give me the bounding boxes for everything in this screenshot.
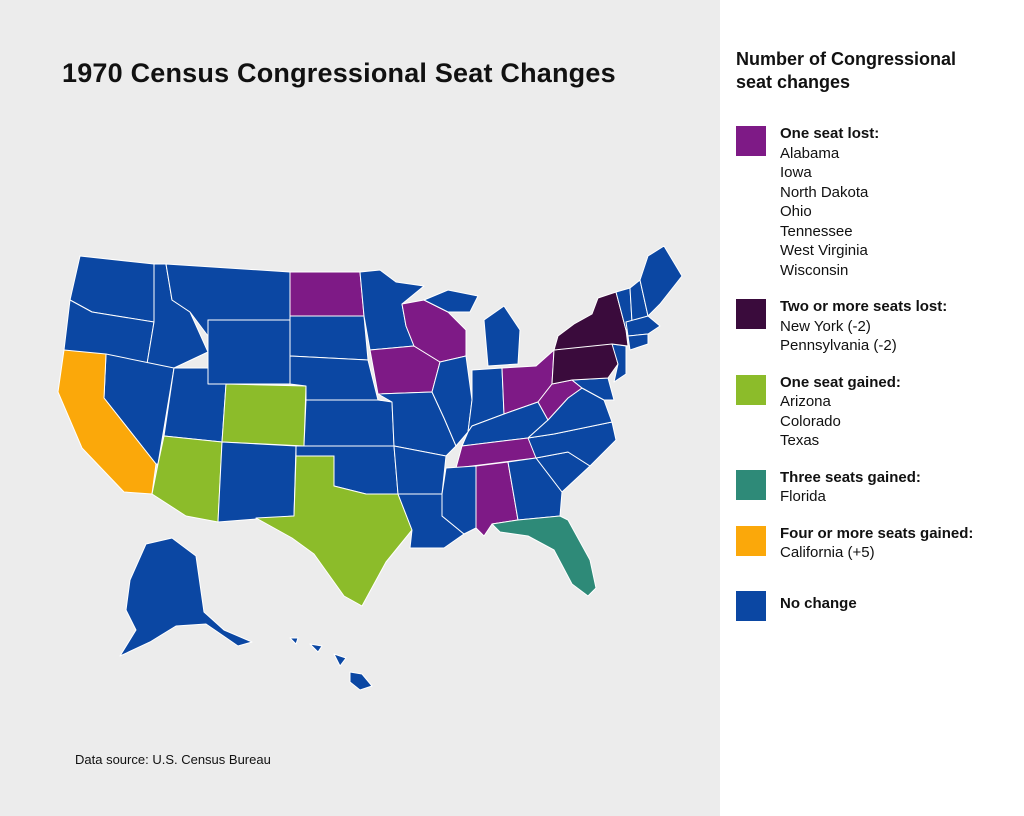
legend-state: Florida [780, 488, 826, 505]
map-title: 1970 Census Congressional Seat Changes [62, 58, 616, 88]
legend-swatch [736, 590, 766, 621]
state-hawaii-kauai [289, 637, 299, 645]
state-florida [491, 515, 597, 597]
legend-state: North Dakota [780, 183, 869, 201]
state-georgia [507, 457, 563, 521]
state-hawaii-oahu [309, 643, 323, 653]
state-wyoming [207, 319, 291, 385]
legend-label: Three seats gained: [780, 468, 921, 486]
legend-state: Iowa [780, 164, 812, 181]
legend-swatch [736, 469, 766, 500]
legend-group-four-seats-gained: Four or more seats gained: California (+… [736, 524, 1016, 563]
legend-swatch [736, 374, 766, 405]
legend-state: Texas [780, 432, 820, 449]
legend: Number of Congressional seat changes One… [736, 48, 1016, 636]
us-map [57, 245, 683, 691]
legend-swatch [736, 299, 766, 329]
state-arizona [151, 435, 223, 523]
state-hawaii-main [349, 671, 373, 691]
state-maine [639, 245, 683, 317]
data-source-note: Data source: U.S. Census Bureau [75, 752, 271, 767]
state-alaska [119, 537, 253, 657]
state-illinois [431, 355, 473, 447]
legend-state: Colorado [780, 412, 841, 430]
legend-group-no-change: No change [736, 589, 1016, 621]
state-hawaii-maui [333, 653, 347, 667]
legend-state: Arizona [780, 393, 831, 410]
state-michigan [483, 305, 521, 367]
state-kansas [303, 399, 395, 447]
legend-label: No change [780, 594, 857, 612]
state-texas [255, 455, 413, 607]
legend-state: New York (-2) [780, 317, 871, 335]
legend-label: Two or more seats lost: [780, 298, 948, 315]
legend-heading: Number of Congressional seat changes [736, 48, 1016, 94]
state-wisconsin [401, 299, 467, 363]
legend-state: Wisconsin [780, 261, 849, 279]
legend-state: Tennessee [780, 222, 853, 240]
state-michigan-upper [423, 289, 479, 313]
state-connecticut [627, 333, 649, 351]
legend-group-one-seat-gained: One seat gained: Arizona Colorado Texas [736, 373, 1016, 451]
legend-swatch [736, 525, 766, 556]
state-new-mexico [217, 441, 297, 523]
legend-swatch [736, 126, 766, 156]
legend-state: West Virginia [780, 242, 868, 259]
state-new-york [553, 291, 629, 351]
legend-heading-line2: seat changes [736, 72, 851, 92]
state-north-dakota [289, 271, 365, 317]
legend-group-two-seats-lost: Two or more seats lost: New York (-2) Pe… [736, 297, 1016, 356]
state-south-dakota [289, 315, 369, 361]
legend-label: One seat gained: [780, 373, 901, 391]
legend-state: Alabama [780, 144, 840, 162]
state-colorado [221, 383, 307, 447]
state-massachusetts [625, 315, 661, 337]
legend-state: California (+5) [780, 544, 875, 561]
legend-label: One seat lost: [780, 125, 880, 142]
legend-group-three-seats-gained: Three seats gained: Florida [736, 468, 1016, 507]
legend-state: Pennsylvania (-2) [780, 337, 897, 354]
legend-state: Ohio [780, 203, 812, 220]
legend-group-one-seat-lost: One seat lost: Alabama Iowa North Dakota… [736, 124, 1016, 280]
legend-heading-line1: Number of Congressional [736, 49, 957, 69]
legend-label: Four or more seats gained: [780, 524, 974, 542]
